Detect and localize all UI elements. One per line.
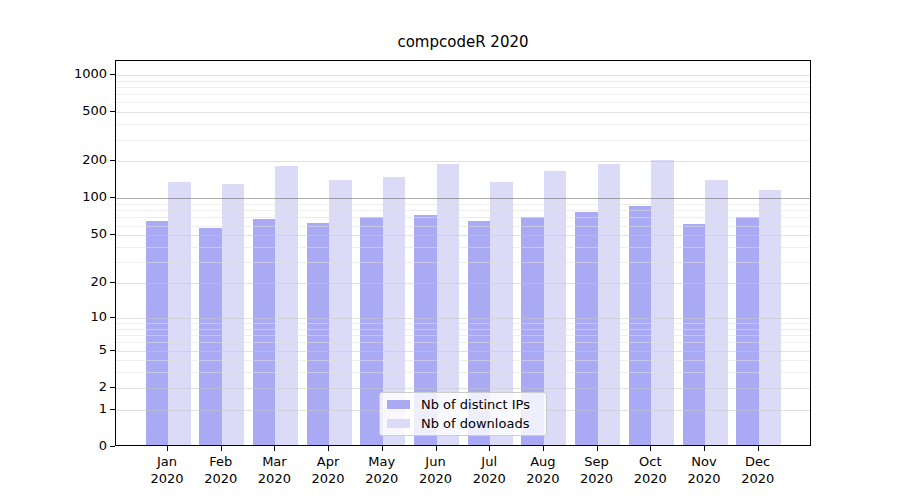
y-tick-label: 10 — [0, 309, 107, 325]
chart: compcodeR 2020 Nb of distinct IPs Nb of … — [0, 0, 900, 500]
bar-downloads-nov — [705, 180, 728, 446]
y-tick-mark — [110, 111, 115, 112]
x-tick-mark — [704, 446, 705, 451]
y-tick-mark — [110, 387, 115, 388]
x-tick-month: Dec — [718, 453, 798, 470]
y-tick-label: 20 — [0, 274, 107, 290]
y-tick-label: 200 — [0, 152, 107, 168]
x-tick-label: Dec2020 — [718, 453, 798, 487]
y-tick-label: 1000 — [0, 66, 107, 82]
gridline-minor — [116, 87, 810, 88]
gridline — [116, 75, 810, 76]
x-tick-mark — [221, 446, 222, 451]
bar-downloads-jan — [168, 182, 191, 446]
plot-area — [115, 60, 811, 446]
y-tick-mark — [110, 234, 115, 235]
gridline — [116, 198, 810, 199]
gridline-minor — [116, 342, 810, 343]
x-tick-mark — [758, 446, 759, 451]
x-tick-mark — [328, 446, 329, 451]
gridline-minor — [116, 217, 810, 218]
gridline — [116, 318, 810, 319]
x-tick-mark — [167, 446, 168, 451]
gridline-minor — [116, 102, 810, 103]
y-tick-label: 2 — [0, 379, 107, 395]
x-tick-mark — [543, 446, 544, 451]
gridline-minor — [116, 323, 810, 324]
y-tick-label: 5 — [0, 342, 107, 358]
gridline-minor — [116, 94, 810, 95]
legend-item-downloads: Nb of downloads — [380, 416, 546, 432]
x-tick-mark — [382, 446, 383, 451]
bar-downloads-sep — [598, 164, 621, 446]
chart-title: compcodeR 2020 — [115, 33, 811, 51]
bar-ips-mar — [253, 219, 276, 446]
gridline-minor — [116, 372, 810, 373]
gridline-minor — [116, 81, 810, 82]
gridline — [116, 161, 810, 162]
legend-label-downloads: Nb of downloads — [421, 416, 529, 432]
gridline — [116, 351, 810, 352]
y-tick-mark — [110, 409, 115, 410]
legend-label-distinct-ips: Nb of distinct IPs — [421, 397, 530, 413]
gridline-minor — [116, 124, 810, 125]
gridline-minor — [116, 262, 810, 263]
gridline — [116, 112, 810, 113]
legend-swatch-downloads — [387, 419, 410, 428]
gridline-minor — [116, 335, 810, 336]
y-tick-label: 1 — [0, 401, 107, 417]
y-tick-mark — [110, 282, 115, 283]
bar-downloads-apr — [329, 180, 352, 446]
legend: Nb of distinct IPs Nb of downloads — [379, 392, 547, 436]
y-tick-mark — [110, 74, 115, 75]
bar-ips-dec — [736, 217, 759, 446]
y-tick-label: 50 — [0, 226, 107, 242]
y-tick-mark — [110, 446, 115, 447]
x-tick-mark — [489, 446, 490, 451]
gridline-minor — [116, 210, 810, 211]
gridline-minor — [116, 204, 810, 205]
bar-downloads-mar — [275, 166, 298, 446]
x-tick-mark — [274, 446, 275, 451]
gridline — [116, 283, 810, 284]
bar-downloads-aug — [544, 171, 567, 446]
y-tick-mark — [110, 160, 115, 161]
x-tick-mark — [650, 446, 651, 451]
bar-ips-jan — [146, 221, 169, 446]
legend-item-distinct-ips: Nb of distinct IPs — [380, 397, 546, 413]
gridline-minor — [116, 226, 810, 227]
gridline-minor — [116, 140, 810, 141]
gridline-minor — [116, 247, 810, 248]
legend-swatch-distinct-ips — [387, 400, 410, 409]
gridline-minor — [116, 360, 810, 361]
y-tick-mark — [110, 317, 115, 318]
y-tick-mark — [110, 197, 115, 198]
gridline-minor — [116, 329, 810, 330]
x-tick-mark — [597, 446, 598, 451]
x-tick-year: 2020 — [718, 470, 798, 487]
y-tick-label: 0 — [0, 438, 107, 454]
x-tick-mark — [436, 446, 437, 451]
y-tick-label: 100 — [0, 189, 107, 205]
y-tick-label: 500 — [0, 103, 107, 119]
y-tick-mark — [110, 350, 115, 351]
bar-ips-feb — [199, 228, 222, 446]
gridline — [116, 235, 810, 236]
bar-downloads-feb — [222, 184, 245, 446]
gridline — [116, 388, 810, 389]
